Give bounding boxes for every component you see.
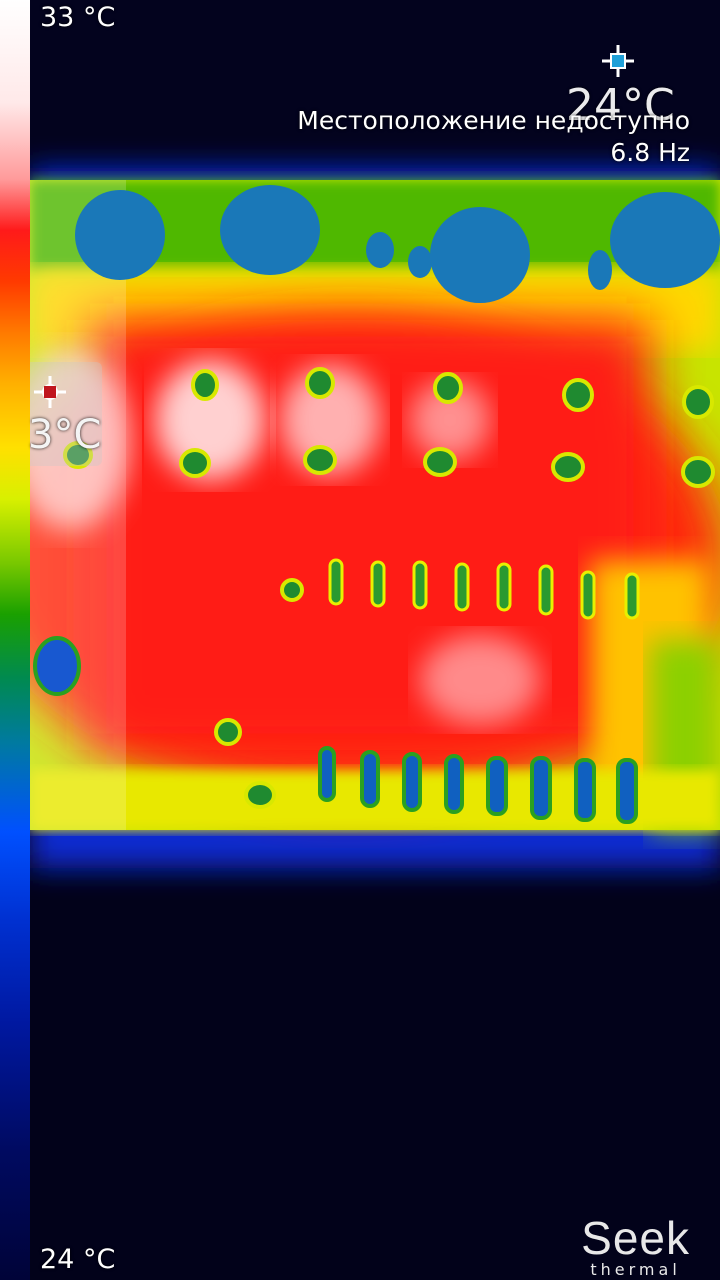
- hot-spot-temperature: 3°C: [28, 412, 102, 458]
- logo-word: Seek: [581, 1212, 690, 1264]
- scale-min-label: 24 °C: [40, 1244, 116, 1275]
- crosshair-icon: [34, 376, 66, 408]
- location-status: Местоположение недоступно: [297, 106, 690, 135]
- seek-thermal-logo: Seek thermal: [581, 1215, 690, 1279]
- temperature-scale-bar: [0, 0, 30, 1280]
- scale-max-label: 33 °C: [40, 2, 116, 33]
- hot-spot-marker-box: [30, 362, 102, 466]
- frame-rate: 6.8 Hz: [610, 138, 690, 167]
- crosshair-icon: [602, 45, 634, 77]
- thermal-image: [30, 0, 720, 1280]
- logo-sub: thermal: [590, 1260, 681, 1279]
- spot-temperature: 24°C: [566, 80, 675, 131]
